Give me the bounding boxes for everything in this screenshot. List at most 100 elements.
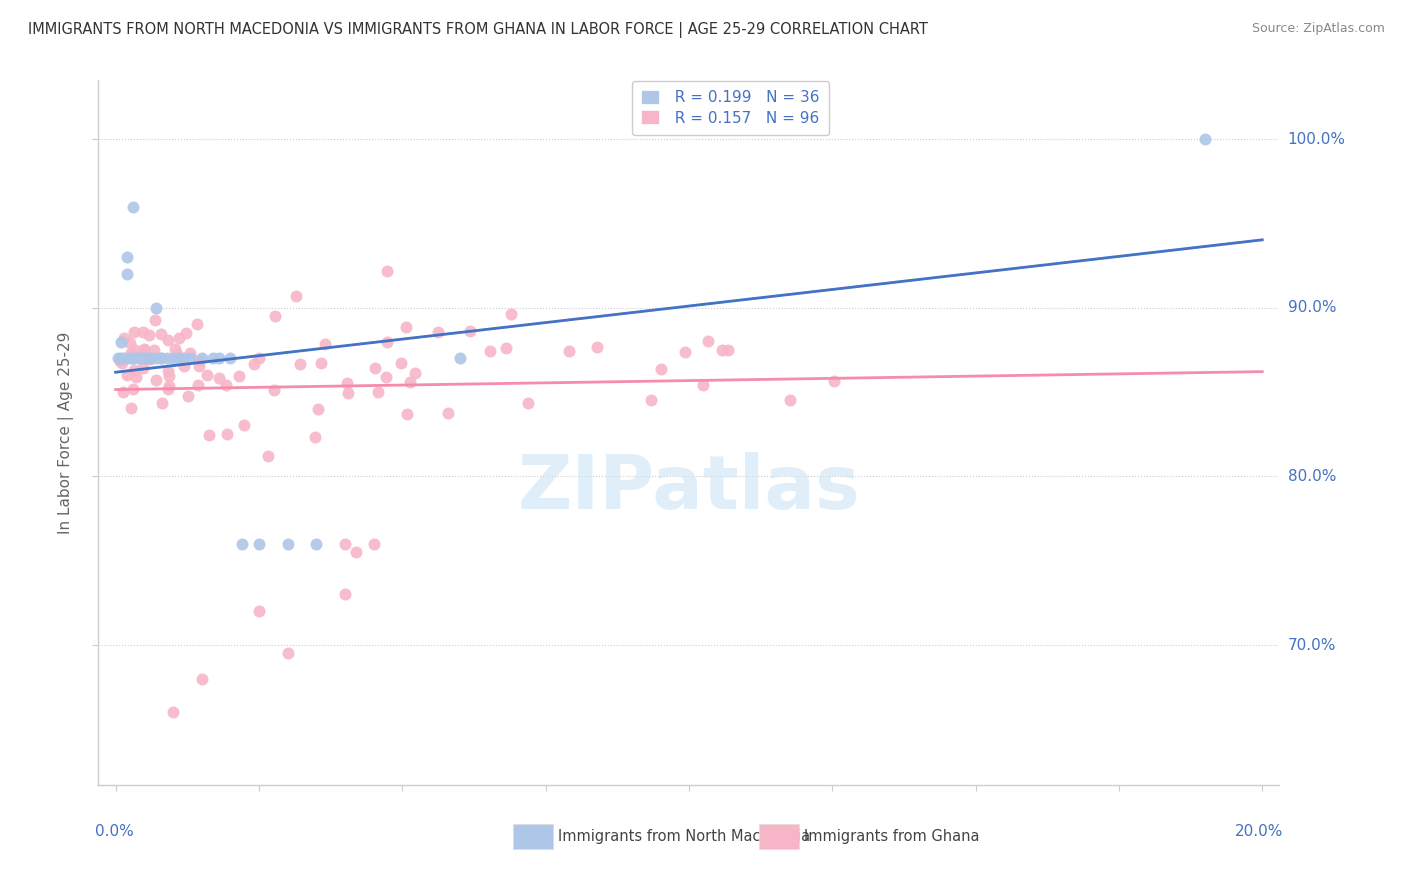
Point <box>247 604 270 618</box>
Point <box>517 396 540 410</box>
Point <box>333 537 356 551</box>
Point <box>277 537 299 551</box>
Point <box>375 264 398 278</box>
Point <box>121 200 143 214</box>
Point <box>307 402 329 417</box>
Point <box>110 334 132 349</box>
Point <box>122 363 145 377</box>
Point <box>243 358 266 372</box>
Point <box>134 351 156 366</box>
Point <box>263 383 285 397</box>
Point <box>125 369 148 384</box>
Point <box>187 353 209 368</box>
Point <box>173 359 195 374</box>
Point <box>640 393 662 408</box>
Point <box>186 378 208 392</box>
Point <box>650 362 672 376</box>
Text: 80.0%: 80.0% <box>1288 469 1336 484</box>
Text: Immigrants from Ghana: Immigrants from Ghana <box>804 830 980 844</box>
Text: 90.0%: 90.0% <box>1288 301 1336 316</box>
Text: IMMIGRANTS FROM NORTH MACEDONIA VS IMMIGRANTS FROM GHANA IN LABOR FORCE | AGE 25: IMMIGRANTS FROM NORTH MACEDONIA VS IMMIG… <box>28 22 928 38</box>
Point <box>495 342 517 356</box>
Legend:   R = 0.199   N = 36,   R = 0.157   N = 96: R = 0.199 N = 36, R = 0.157 N = 96 <box>631 81 830 135</box>
Point <box>697 334 720 348</box>
Point <box>247 351 270 366</box>
Point <box>363 537 385 551</box>
Point <box>288 357 311 371</box>
Point <box>108 354 131 368</box>
Point <box>128 351 150 366</box>
Point <box>111 356 134 370</box>
Point <box>398 375 420 389</box>
Point <box>169 331 191 345</box>
Point <box>190 351 212 366</box>
Point <box>711 343 734 357</box>
Point <box>157 368 180 383</box>
Point <box>157 379 180 393</box>
Point <box>173 351 195 366</box>
Point <box>1194 132 1216 146</box>
Point <box>143 312 166 326</box>
Point <box>395 320 418 334</box>
Point <box>305 537 328 551</box>
Point <box>145 373 167 387</box>
Point <box>138 327 160 342</box>
Point <box>112 351 135 366</box>
Point <box>115 368 138 382</box>
Point <box>143 343 166 358</box>
Point <box>215 427 238 442</box>
Point <box>198 428 221 442</box>
Point <box>157 382 180 396</box>
Point <box>314 336 336 351</box>
Text: 70.0%: 70.0% <box>1288 638 1336 653</box>
Point <box>124 343 146 357</box>
Point <box>336 386 359 401</box>
Point <box>120 401 142 415</box>
Point <box>364 360 387 375</box>
Point <box>120 346 142 360</box>
Point <box>215 378 238 392</box>
Point <box>107 351 129 366</box>
Point <box>179 351 201 366</box>
Point <box>673 345 696 359</box>
Point <box>202 351 225 366</box>
Text: Immigrants from North Macedonia: Immigrants from North Macedonia <box>558 830 810 844</box>
Point <box>138 351 160 366</box>
Point <box>157 333 180 347</box>
Point <box>190 672 212 686</box>
Point <box>115 250 138 264</box>
Point <box>186 317 208 331</box>
Point <box>156 351 179 366</box>
Point <box>263 309 285 323</box>
Point <box>132 326 155 340</box>
Point <box>479 343 502 358</box>
Point <box>823 375 845 389</box>
Point <box>396 407 419 421</box>
Point <box>375 334 398 349</box>
Point <box>779 392 801 407</box>
Point <box>145 301 167 315</box>
Point <box>112 331 135 345</box>
Point <box>132 343 155 357</box>
Point <box>304 430 326 444</box>
Point <box>179 346 201 360</box>
Point <box>121 351 143 366</box>
Point <box>336 376 359 391</box>
Point <box>134 351 156 366</box>
Point <box>166 347 188 361</box>
Point <box>208 351 231 366</box>
Text: 100.0%: 100.0% <box>1288 132 1346 147</box>
Point <box>165 343 187 357</box>
Point <box>692 377 714 392</box>
Point <box>277 647 299 661</box>
Point <box>162 351 184 366</box>
Point <box>131 361 153 376</box>
Point <box>208 371 231 385</box>
Y-axis label: In Labor Force | Age 25-29: In Labor Force | Age 25-29 <box>58 332 75 533</box>
Point <box>176 389 198 403</box>
Point <box>458 324 481 338</box>
Text: 20.0%: 20.0% <box>1234 823 1284 838</box>
Point <box>139 351 162 366</box>
Point <box>132 343 155 357</box>
Point <box>228 369 250 384</box>
